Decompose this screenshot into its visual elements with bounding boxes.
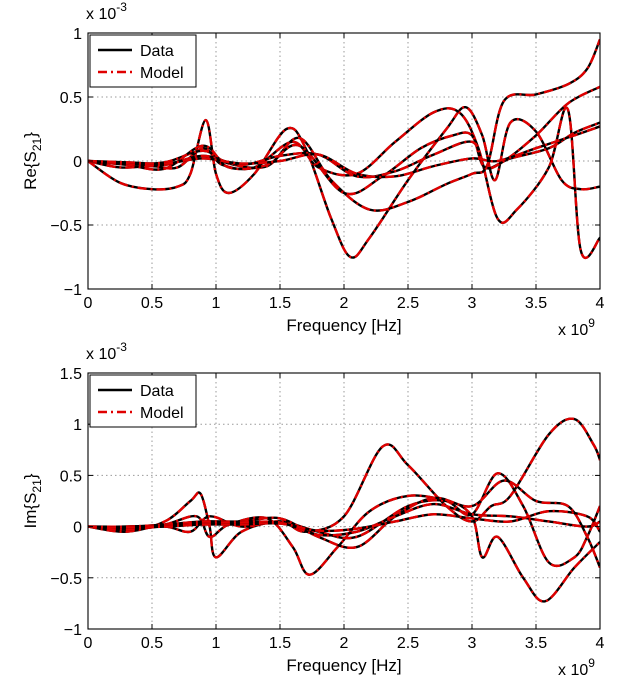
x-tick-label: 0.5 (141, 295, 163, 312)
y-axis-label-end: } (21, 473, 40, 479)
x-tick-label: 0 (84, 295, 93, 312)
x-tick-label: 2.5 (397, 295, 419, 312)
y-exponent: x 10-3 (86, 0, 127, 23)
legend-label: Model (140, 405, 184, 422)
model-series-line (88, 502, 600, 537)
x-exponent: x 109 (558, 656, 595, 679)
x-exponent-power: 9 (588, 656, 595, 670)
data-series-line (88, 125, 600, 179)
x-exponent-base: x 10 (558, 322, 588, 339)
y-axis-label-main: Im{S (21, 493, 40, 529)
legend-box (89, 34, 197, 88)
series-group (88, 417, 600, 603)
model-series-line (88, 509, 600, 533)
y-exponent-base: x 10 (86, 6, 116, 23)
model-series-line (88, 106, 600, 260)
x-tick-label: 0.5 (141, 635, 163, 652)
y-axis-label: Im{S21} (21, 473, 44, 528)
x-axis-label: Frequency [Hz] (286, 316, 401, 335)
y-tick-label: −0.5 (50, 571, 82, 588)
y-axis-label-main: Re{S (21, 151, 40, 190)
series-group (88, 38, 600, 260)
legend-box (89, 374, 197, 428)
x-tick-label: 3.5 (525, 295, 547, 312)
x-tick-label: 4 (596, 295, 605, 312)
re-s21-panel: 0 0.5 1 1.5 2 2.5 3 3.5 4−1−0.500.51x 10-3x 109F… (21, 0, 605, 339)
y-tick-label: −1 (64, 282, 82, 299)
y-exponent-power: -3 (116, 340, 127, 354)
im-s21-panel: 0 0.5 1 1.5 2 2.5 3 3.5 4−1−0.500.511.5x 10-3x 1… (21, 340, 605, 679)
x-exponent-base: x 10 (558, 662, 588, 679)
legend-label: Data (140, 383, 174, 400)
legend: Data Model (89, 374, 197, 428)
x-tick-label: 4 (596, 635, 605, 652)
legend-label: Data (140, 43, 174, 60)
y-axis-label: Re{S21} (21, 132, 44, 190)
x-tick-label: 3 (468, 635, 477, 652)
x-exponent: x 109 (558, 316, 595, 339)
y-tick-label: 0.5 (60, 90, 82, 107)
x-axis-label: Frequency [Hz] (286, 656, 401, 675)
y-tick-label: 1.5 (60, 366, 82, 383)
y-axis-label-end: } (21, 132, 40, 138)
x-tick-label: 1 (212, 635, 221, 652)
model-series-line (88, 417, 600, 559)
y-tick-label: 1 (73, 26, 82, 43)
x-exponent-power: 9 (588, 316, 595, 330)
y-tick-label: −0.5 (50, 218, 82, 235)
y-tick-label: 0 (73, 154, 82, 171)
x-tick-label: 2 (340, 635, 349, 652)
x-tick-label: 1 (212, 295, 221, 312)
y-exponent: x 10-3 (86, 340, 127, 363)
legend: Data Model (89, 34, 197, 88)
x-tick-label: 1.5 (269, 635, 291, 652)
y-tick-label: −1 (64, 622, 82, 639)
y-tick-label: 1 (73, 417, 82, 434)
y-exponent-power: -3 (116, 0, 127, 14)
model-series-line (88, 38, 600, 212)
y-axis-label-sub: 21 (30, 479, 44, 493)
y-tick-label: 0.5 (60, 468, 82, 485)
x-tick-label: 0 (84, 635, 93, 652)
model-series-line (88, 106, 600, 259)
x-tick-label: 1.5 (269, 295, 291, 312)
x-tick-label: 2.5 (397, 635, 419, 652)
x-tick-label: 3.5 (525, 635, 547, 652)
y-exponent-base: x 10 (86, 346, 116, 363)
y-axis-label-sub: 21 (30, 137, 44, 151)
model-series-line (88, 479, 600, 569)
y-tick-label: 0 (73, 520, 82, 537)
legend-label: Model (140, 65, 184, 82)
x-tick-label: 3 (468, 295, 477, 312)
x-tick-label: 2 (340, 295, 349, 312)
